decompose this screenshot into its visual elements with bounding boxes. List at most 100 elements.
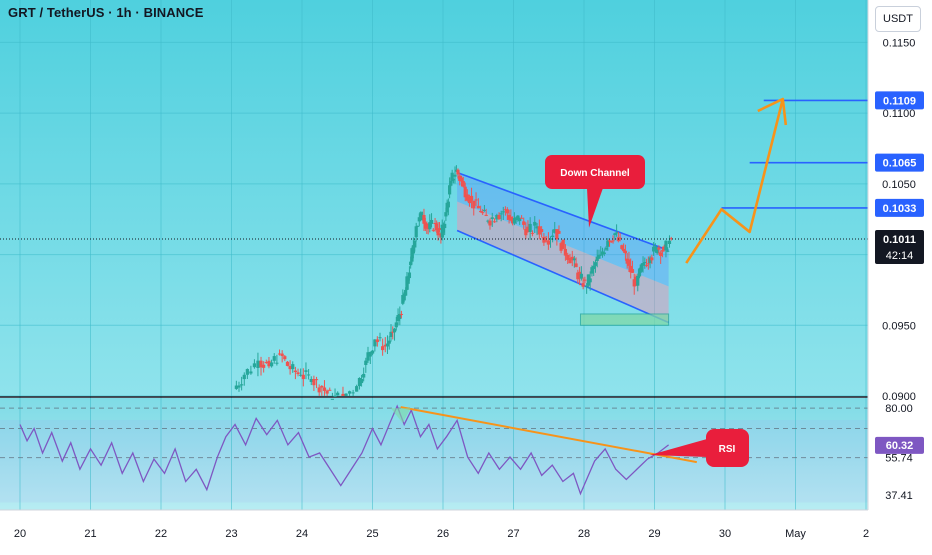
candle-body [330,398,335,400]
rsi-current-label: 60.32 [886,440,914,452]
candle-body [648,257,652,264]
rsi-callout-pointer [650,439,707,457]
candle-body [590,267,594,274]
candle-body [437,228,442,230]
candle-body [463,186,467,198]
candle-body [245,369,249,375]
candle-body [482,210,487,212]
candle-body [428,222,432,230]
candle-body [425,223,429,228]
candle-body [574,263,578,268]
candle-body [479,210,483,213]
candle-body [655,247,659,254]
candle-body [237,385,241,388]
candle-body [410,248,414,262]
candle-body [486,220,490,222]
support-zone [579,313,670,326]
candle-body [431,229,435,231]
down-channel-callout [545,155,645,189]
last-price-label: 0.1011 [883,234,916,246]
candle-body [370,350,375,354]
candle-body [566,254,570,260]
candle-body [572,258,576,261]
candle-body [570,256,574,261]
candle-body [456,169,460,175]
candle-body [450,172,454,182]
candle-body [643,262,647,264]
candle-body [595,256,599,261]
price-tick-label: 0.1150 [883,37,916,49]
candle-body [406,277,410,284]
currency-button[interactable]: USDT [875,6,921,32]
candle-body [593,262,598,266]
candle-body [599,254,603,256]
rsi-current-tag [875,436,924,454]
candle-body [557,230,561,234]
time-tick-label: 30 [719,528,731,540]
candle-body [474,199,478,201]
target-price-label: 0.1065 [883,158,917,170]
candle-body [636,275,640,286]
candle-body [411,245,415,254]
candle-body [669,238,673,240]
candle-body [304,370,308,372]
candle-body [653,246,657,251]
candle-body [657,247,661,250]
candle-body [402,293,406,301]
candle-body [666,250,670,252]
candle-body [280,353,284,357]
time-tick-label: 24 [296,528,308,540]
candle-body [544,240,548,242]
candle-body [484,214,488,216]
candle-body [469,195,474,201]
candle-body [234,385,238,389]
candle-body [451,178,456,181]
time-tick-label: 20 [14,528,26,540]
candle-body [453,174,457,177]
candle-body [490,217,494,219]
candle-body [639,264,643,272]
candle-body [555,229,559,240]
projection-arrow-path [685,98,785,264]
candle-body [259,360,263,368]
candle-body [364,360,368,365]
candle-body [630,269,635,273]
candle-body [461,181,465,187]
candle-body [459,177,464,182]
candle-body [285,361,290,366]
candle-body [416,225,420,227]
candle-body [528,223,532,232]
candle-body [357,377,362,387]
candle-body [615,232,619,234]
candle-body [622,248,626,252]
candle-body [355,386,359,392]
candle-body [641,263,645,266]
candle-body [398,313,402,320]
candle-body [632,279,636,287]
candle-body [249,371,253,374]
candle-body [419,212,423,218]
candle-body [607,240,612,242]
candle-body [581,283,585,287]
candle-body [613,233,617,236]
down-channel-callout-pointer [587,188,603,228]
channel-upper-fill [457,172,669,287]
candle-body [497,214,501,220]
candle-body [499,213,503,215]
candle-body [347,391,352,394]
candle-body [317,387,321,393]
candle-body [516,215,520,219]
candle-body [378,337,382,339]
candle-body [637,268,642,277]
candle-body [481,212,485,214]
candle-body [520,217,524,219]
time-tick-label: 29 [648,528,660,540]
candle-body [492,221,497,223]
candle-body [299,374,303,376]
candle-body [568,258,572,264]
rsi-line [19,404,669,496]
candle-body [606,240,610,247]
candle-body [576,272,580,280]
candle-body [333,395,337,397]
price-tick-label: 0.0900 [882,391,916,403]
